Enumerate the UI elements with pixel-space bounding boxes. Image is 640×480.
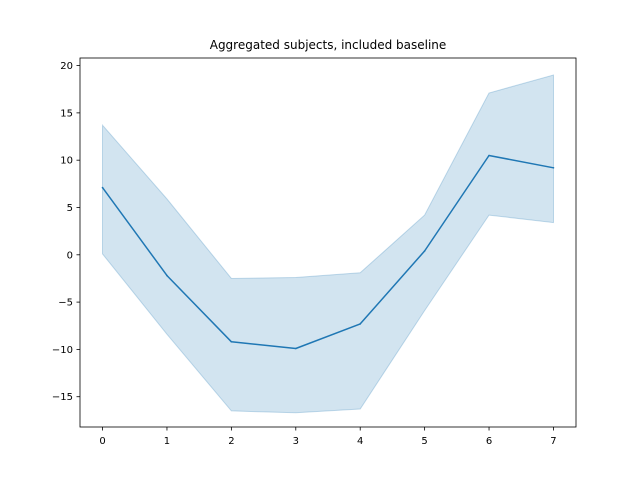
y-tick-label-0: 20	[60, 61, 73, 72]
data-point-6	[488, 154, 490, 157]
x-tick-label-3: 3	[293, 436, 299, 447]
data-point-0	[101, 186, 104, 189]
data-point-4	[359, 323, 362, 325]
x-tick-label-2: 2	[228, 436, 234, 447]
x-tick-label-7: 7	[550, 436, 556, 447]
data-point-2	[230, 341, 233, 343]
confidence-band-0	[102, 74, 554, 414]
y-tick-label-1: 15	[60, 108, 73, 119]
y-tick-label-7: −15	[52, 392, 73, 403]
data-point-5	[423, 250, 426, 252]
series-line-0	[101, 154, 554, 350]
y-tick-label-5: −5	[58, 298, 73, 309]
data-point-3	[295, 347, 297, 350]
data-point-1	[166, 274, 168, 277]
y-tick-label-2: 10	[60, 156, 73, 167]
x-tick-label-1: 1	[164, 436, 170, 447]
data-point-7	[552, 167, 555, 169]
x-tick-label-5: 5	[421, 436, 427, 447]
axes-frame	[79, 57, 577, 428]
x-tick-label-4: 4	[357, 436, 363, 447]
plot-area: 0 1 2 3 4 5 6 7 20 15 10 5 0 −5 −10 −15	[52, 57, 577, 447]
y-tick-label-4: 0	[67, 250, 73, 261]
y-tick-label-6: −10	[52, 345, 73, 356]
chart-title: Aggregated subjects, included baseline	[210, 38, 447, 52]
x-tick-label-6: 6	[486, 436, 492, 447]
x-tick-label-0: 0	[99, 436, 105, 447]
y-tick-label-3: 5	[67, 203, 73, 214]
